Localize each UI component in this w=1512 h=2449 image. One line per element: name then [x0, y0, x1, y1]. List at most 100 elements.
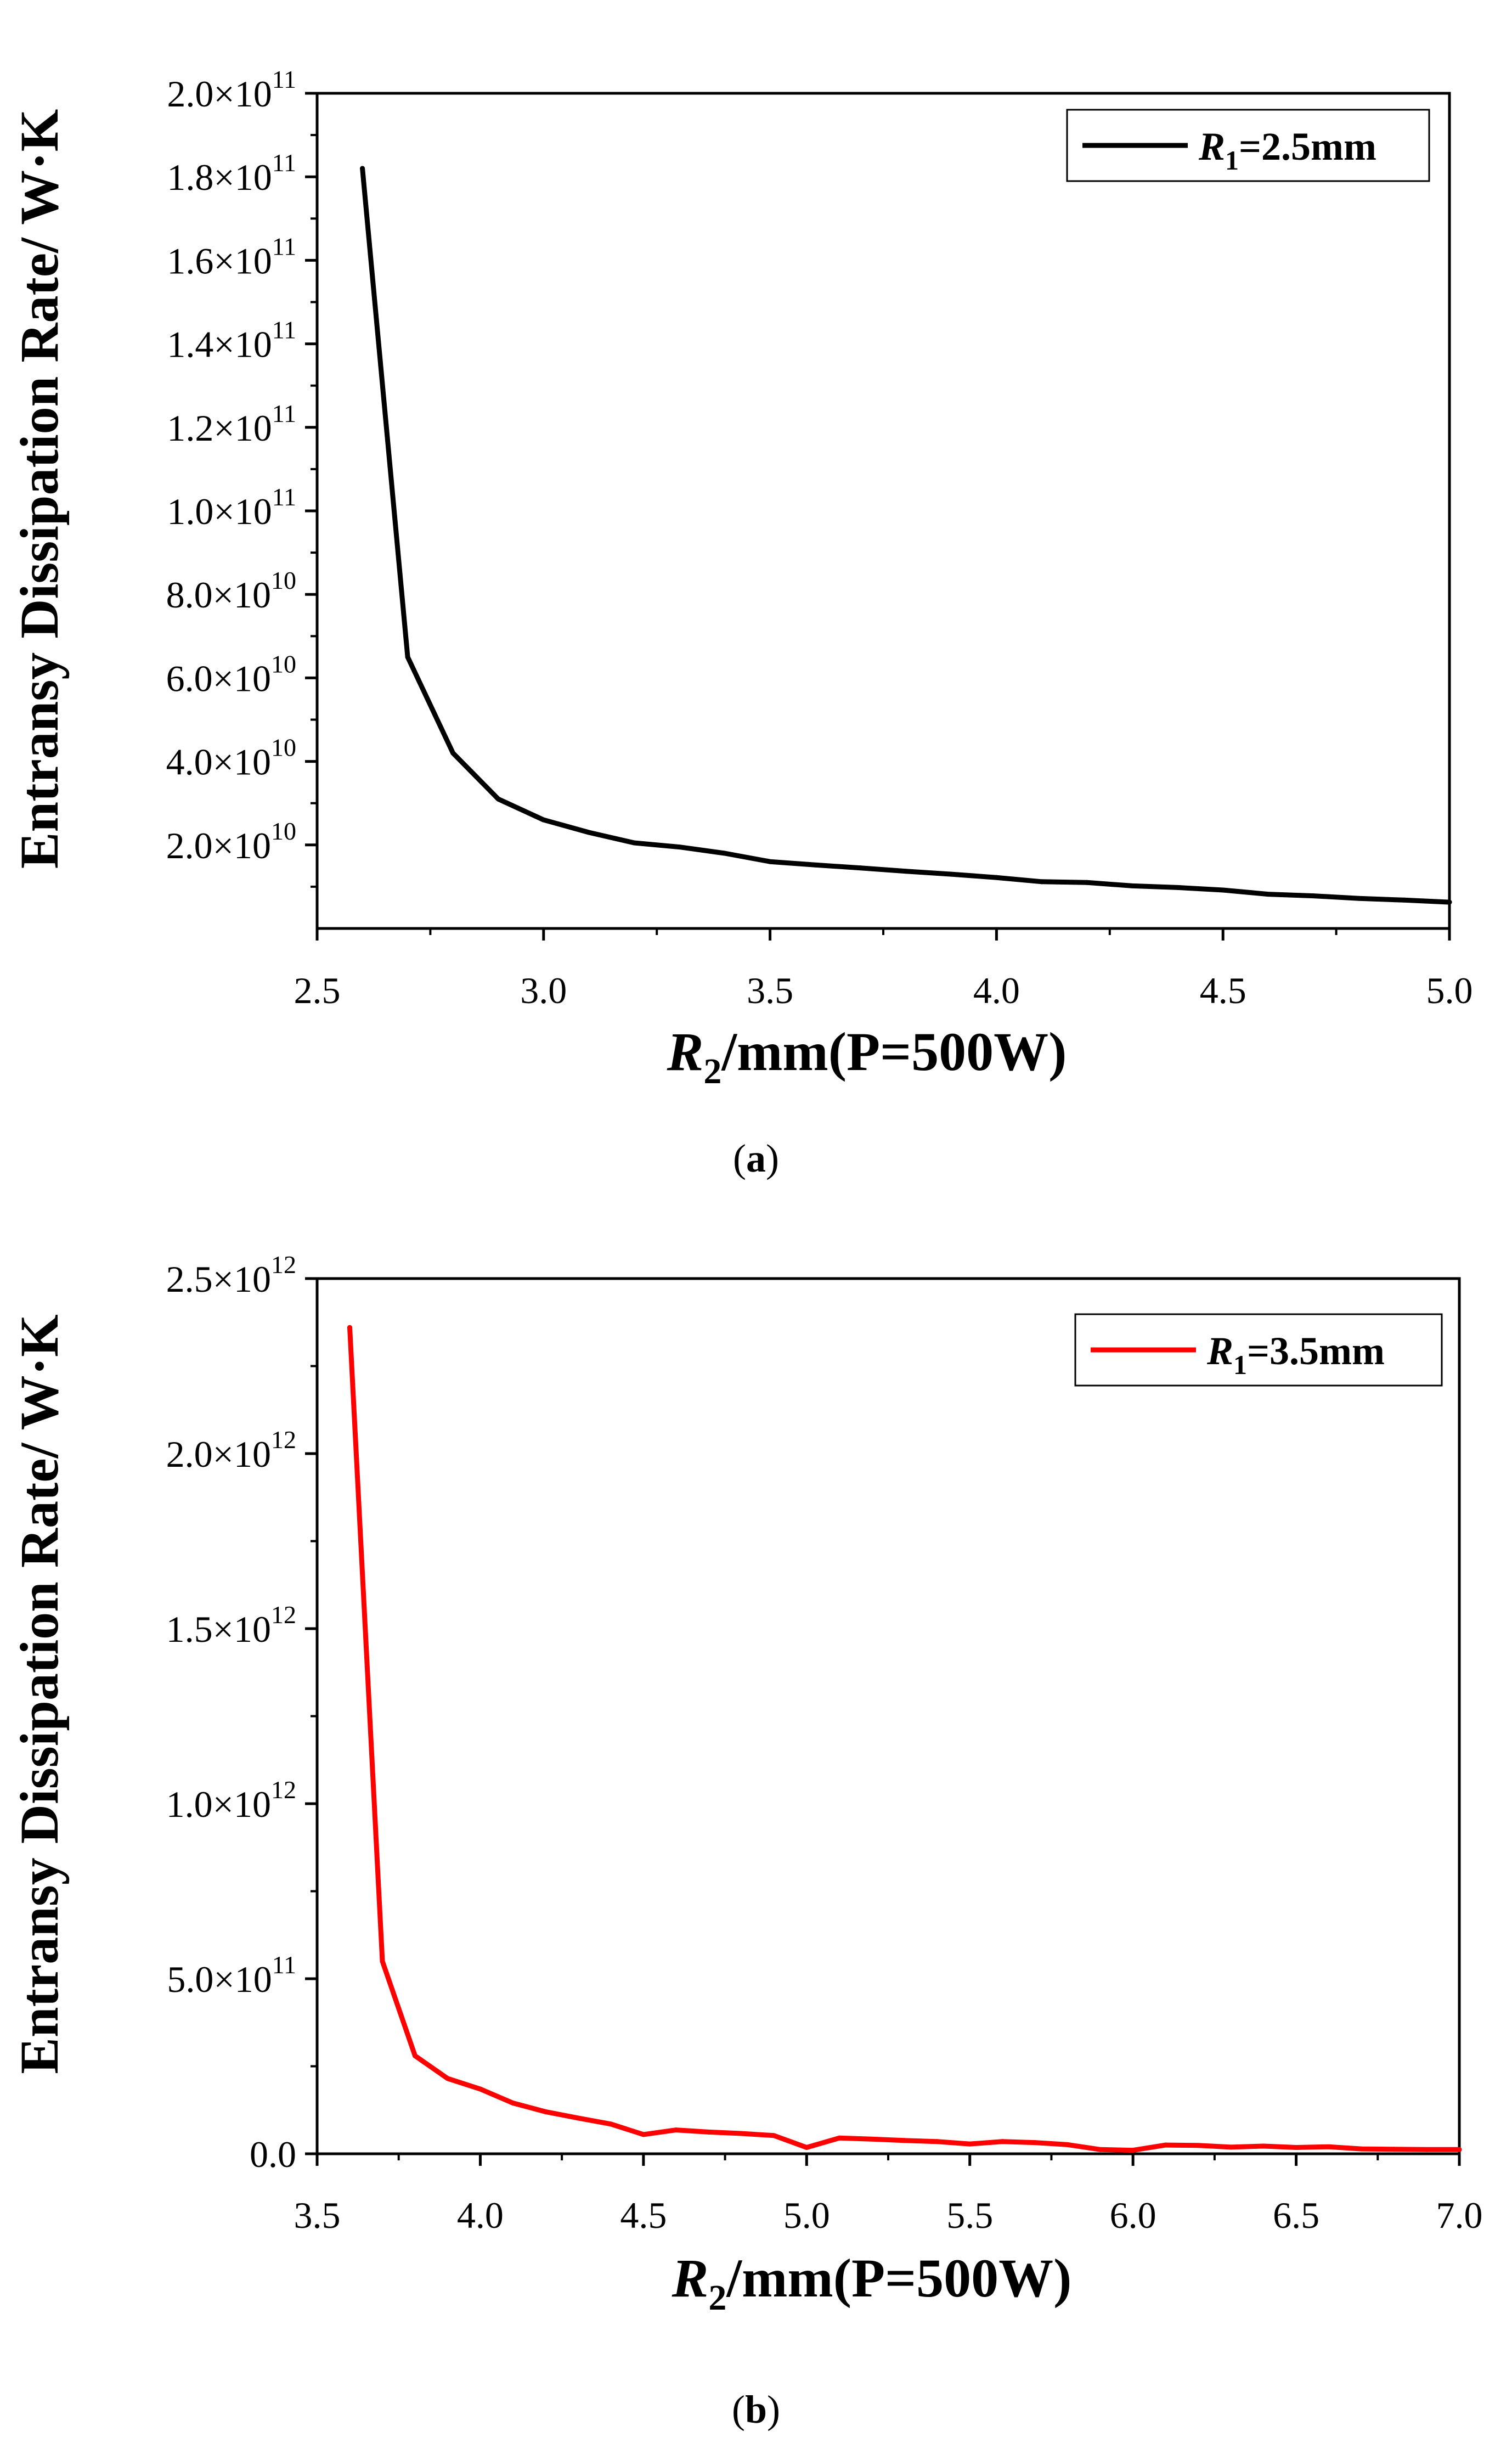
- y-tick-exponent: 11: [272, 399, 296, 427]
- y-tick-exponent: 12: [271, 1601, 296, 1629]
- data-point: [1228, 2144, 1234, 2150]
- y-tick-mantissa: 2.5×10: [166, 1258, 271, 1300]
- panel-caption: (b): [732, 2388, 780, 2431]
- x-tick-label: 4.0: [457, 2194, 504, 2236]
- data-point: [495, 796, 501, 802]
- caption-letter: a: [746, 1136, 766, 1180]
- legend: R1=3.5mm: [1074, 1313, 1443, 1387]
- series-line-a: [360, 166, 1452, 905]
- series-line-b: [347, 1325, 1462, 2153]
- y-tick-exponent: 12: [271, 1251, 296, 1279]
- y-tick-label: 1.8×1011: [167, 149, 296, 198]
- data-point: [722, 851, 727, 856]
- y-tick-label: 2.0×1012: [166, 1426, 296, 1475]
- data-point: [1266, 892, 1271, 897]
- caption-open: (: [732, 2388, 745, 2431]
- data-point: [673, 2127, 679, 2133]
- y-tick-label: 2.0×1010: [166, 817, 296, 866]
- x-tick-label: 4.5: [620, 2194, 667, 2236]
- data-point: [1326, 2144, 1332, 2149]
- legend-sub: 1: [1225, 145, 1239, 176]
- x-tick-label: 5.0: [783, 2194, 830, 2236]
- chart-panel-b: 3.5 4.0 4.5 5.0 5.5 6.0 6.5 7.0 0.0 5.0×1011 1.0×1…: [9, 1251, 1483, 2431]
- caption-close: ): [767, 2388, 780, 2431]
- caption-close: ): [766, 1136, 779, 1180]
- x-tick-label: 5.5: [946, 2194, 993, 2236]
- x-tick-label: 6.0: [1110, 2194, 1156, 2236]
- y-tick-mantissa: 1.2×10: [167, 407, 272, 449]
- y-tick-exponent: 12: [271, 1776, 296, 1804]
- y-tick-exponent: 11: [272, 149, 296, 177]
- data-point: [902, 2138, 907, 2143]
- data-point: [1000, 2139, 1005, 2144]
- y-tick-label: 1.4×1011: [167, 316, 296, 365]
- x-axis-title: R2/mm(P=500W): [667, 1021, 1067, 1091]
- data-point: [858, 865, 864, 871]
- y-tick-label: 5.0×1011: [167, 1951, 296, 2000]
- x-axis-rest: /mm(P=500W): [721, 1021, 1067, 1082]
- legend-var: R: [1206, 1329, 1233, 1373]
- y-tick-label: 1.0×1012: [166, 1776, 296, 1825]
- y-tick-exponent: 12: [271, 1426, 296, 1454]
- y-tick-exponent: 10: [271, 650, 296, 678]
- data-point: [676, 845, 682, 850]
- y-tick-mantissa: 6.0×10: [166, 657, 271, 699]
- y-tick-exponent: 10: [271, 817, 296, 845]
- x-axis-var: R: [667, 1021, 704, 1082]
- y-tick-mantissa: 0.0: [250, 2133, 296, 2175]
- y-tick-label: 2.5×1012: [166, 1251, 296, 1300]
- data-point: [1039, 879, 1045, 885]
- data-point: [771, 2133, 777, 2138]
- data-point: [380, 1958, 385, 1964]
- caption-letter: b: [745, 2388, 767, 2431]
- y-tick-mantissa: 1.8×10: [167, 156, 272, 198]
- data-point: [631, 840, 637, 846]
- data-point: [576, 2115, 581, 2121]
- y-tick-label: 2.0×1011: [167, 65, 296, 115]
- data-point: [641, 2132, 646, 2137]
- legend-var: R: [1198, 125, 1225, 168]
- data-point: [541, 817, 546, 823]
- data-point: [934, 2139, 940, 2144]
- data-point: [994, 875, 999, 880]
- data-point: [360, 166, 365, 171]
- data-point: [1065, 2142, 1070, 2147]
- data-point: [804, 2145, 809, 2150]
- data-point: [1447, 899, 1452, 905]
- data-point: [1261, 2143, 1266, 2149]
- caption-open: (: [733, 1136, 746, 1180]
- data-point: [1033, 2140, 1038, 2146]
- data-point: [1391, 2147, 1397, 2152]
- data-point: [445, 2076, 450, 2081]
- data-point: [543, 2109, 548, 2114]
- y-tick-mantissa: 8.0×10: [166, 574, 271, 616]
- x-axis-var: R: [672, 2248, 709, 2309]
- data-point: [1220, 887, 1226, 893]
- x-tick-label: 2.5: [294, 970, 341, 1011]
- data-point: [738, 2131, 744, 2136]
- x-axis-title: R2/mm(P=500W): [672, 2248, 1072, 2318]
- data-point: [903, 869, 909, 874]
- y-tick-mantissa: 1.0×10: [167, 491, 272, 532]
- y-tick-mantissa: 1.6×10: [167, 240, 272, 282]
- data-point: [1085, 880, 1090, 885]
- legend: R1=2.5mm: [1066, 109, 1430, 182]
- y-tick-mantissa: 5.0×10: [167, 1958, 272, 2000]
- y-tick-label: 1.6×1011: [167, 232, 296, 282]
- data-point: [813, 862, 818, 868]
- data-point: [586, 830, 591, 835]
- y-tick-mantissa: 1.5×10: [166, 1608, 271, 1650]
- y-axis-title: Entransy Dissipation Rate/ W·K: [9, 1314, 70, 2074]
- y-tick-exponent: 10: [271, 566, 296, 594]
- y-tick-label: 1.5×1012: [166, 1601, 296, 1650]
- legend-rest: =2.5mm: [1239, 125, 1376, 168]
- data-point: [1311, 893, 1316, 899]
- data-point: [1457, 2147, 1462, 2152]
- data-point: [450, 750, 456, 756]
- data-point: [949, 871, 954, 877]
- data-point: [1424, 2147, 1430, 2152]
- data-point: [1294, 2145, 1299, 2150]
- data-point: [405, 654, 410, 660]
- x-tick-label: 3.5: [747, 970, 793, 1011]
